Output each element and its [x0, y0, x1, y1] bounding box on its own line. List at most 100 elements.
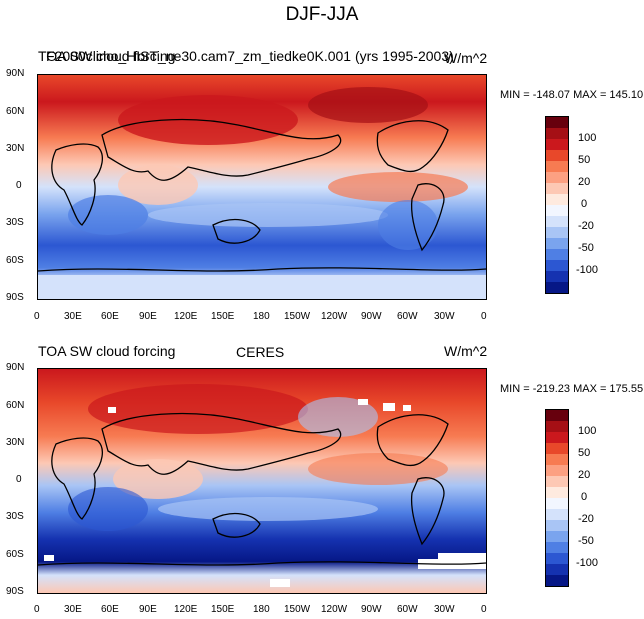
colorbar-swatch [546, 205, 568, 216]
colorbar-label: -100 [576, 557, 599, 569]
colorbar-swatch [546, 454, 568, 465]
colorbar [545, 409, 569, 587]
lon-tick-label: 60E [101, 604, 119, 615]
lon-tick-label: 30E [64, 604, 82, 615]
min-max-text: MIN = -148.07 MAX = 145.10 [500, 89, 644, 101]
lat-tick-label: 60S [6, 255, 24, 266]
panel-units: W/m^2 [444, 50, 488, 66]
colorbar-swatch [546, 194, 568, 205]
lat-tick-label: 90N [6, 362, 25, 373]
lon-tick-label: 30W [434, 604, 455, 615]
lat-tick-label: 60S [6, 549, 24, 560]
panel-center-title: F2000climo_HIST_ne30.cam7_zm_tiedke0K.00… [46, 48, 454, 64]
lon-tick-label: 30E [64, 311, 82, 322]
colorbar-swatch [546, 249, 568, 260]
contour-field [38, 369, 486, 593]
panel-model: F2000climo_HIST_ne30.cam7_zm_tiedke0K.00… [6, 48, 644, 322]
lon-tick-label: 90W [361, 311, 382, 322]
lon-tick-label: 90E [139, 311, 157, 322]
colorbar-swatch [546, 564, 568, 575]
colorbar-swatch [546, 553, 568, 564]
contour-field [38, 75, 486, 299]
lon-tick-label: 0 [481, 311, 487, 322]
lon-tick-label: 90E [139, 604, 157, 615]
colorbar-swatch [546, 161, 568, 172]
colorbar-swatch [546, 443, 568, 454]
colorbar-swatch [546, 271, 568, 282]
colorbar-swatch [546, 542, 568, 553]
colorbar-label: 20 [578, 176, 591, 188]
lon-tick-label: 120W [321, 604, 348, 615]
lon-tick-label: 60W [397, 311, 418, 322]
colorbar-swatch [546, 575, 568, 586]
lon-tick-label: 120E [174, 311, 198, 322]
lat-tick-label: 90S [6, 292, 24, 303]
lat-tick-label: 90N [6, 68, 25, 79]
colorbar [545, 116, 569, 294]
lat-tick-label: 30S [6, 217, 24, 228]
min-max-text: MIN = -219.23 MAX = 175.55 [500, 383, 644, 395]
colorbar-label: 100 [578, 132, 597, 144]
colorbar-swatches [546, 410, 568, 586]
colorbar-swatch [546, 238, 568, 249]
lon-tick-label: 120E [174, 604, 198, 615]
colorbar-label: 50 [578, 447, 591, 459]
lon-tick-label: 150W [284, 311, 311, 322]
colorbar-label: 0 [581, 491, 588, 503]
colorbar-swatch [546, 282, 568, 293]
colorbar-swatch [546, 216, 568, 227]
colorbar-swatch [546, 150, 568, 161]
lon-tick-label: 0 [481, 604, 487, 615]
colorbar-label: -50 [578, 535, 594, 547]
colorbar-swatch [546, 117, 568, 128]
lat-tick-label: 30N [6, 437, 25, 448]
colorbar-label: 50 [578, 154, 591, 166]
colorbar-swatch [546, 498, 568, 509]
colorbar-swatch [546, 476, 568, 487]
figure-title: DJF-JJA [285, 4, 359, 25]
lon-tick-label: 30W [434, 311, 455, 322]
colorbar-label: 100 [578, 425, 597, 437]
contour-map [37, 368, 487, 594]
contour-map [37, 74, 487, 300]
colorbar-swatch [546, 421, 568, 432]
colorbar-swatch [546, 128, 568, 139]
colorbar-label: -50 [578, 242, 594, 254]
lat-tick-label: 30S [6, 511, 24, 522]
lon-tick-label: 180 [253, 604, 270, 615]
lat-tick-label: 60N [6, 400, 25, 411]
colorbar-swatch [546, 183, 568, 194]
panel-left-title: TOA SW cloud forcing [38, 343, 176, 359]
lon-tick-label: 150E [211, 311, 235, 322]
lon-tick-label: 150W [284, 604, 311, 615]
colorbar-swatch [546, 172, 568, 183]
panel-left-title: TOA SW cloud forcing [38, 48, 176, 64]
colorbar-label: 0 [581, 198, 588, 210]
lon-tick-label: 0 [34, 604, 40, 615]
colorbar-label: 20 [578, 469, 591, 481]
colorbar-swatch [546, 520, 568, 531]
colorbar-swatch [546, 260, 568, 271]
coastlines [38, 118, 486, 272]
colorbar-label: -20 [578, 513, 594, 525]
lon-tick-label: 60E [101, 311, 119, 322]
colorbar-swatch [546, 509, 568, 520]
panel-units: W/m^2 [444, 343, 488, 359]
colorbar-swatch [546, 410, 568, 421]
lat-tick-label: 30N [6, 143, 25, 154]
colorbar-swatch [546, 432, 568, 443]
colorbar-swatches [546, 117, 568, 293]
colorbar-label: -20 [578, 220, 594, 232]
colorbar-swatch [546, 139, 568, 150]
lon-tick-label: 60W [397, 604, 418, 615]
lat-tick-label: 0 [16, 474, 22, 485]
lon-tick-label: 120W [321, 311, 348, 322]
lon-tick-label: 0 [34, 311, 40, 322]
lat-tick-label: 0 [16, 180, 22, 191]
lon-tick-label: 90W [361, 604, 382, 615]
colorbar-swatch [546, 227, 568, 238]
lat-tick-label: 60N [6, 106, 25, 117]
colorbar-swatch [546, 531, 568, 542]
coastlines [38, 412, 486, 566]
lon-tick-label: 150E [211, 604, 235, 615]
